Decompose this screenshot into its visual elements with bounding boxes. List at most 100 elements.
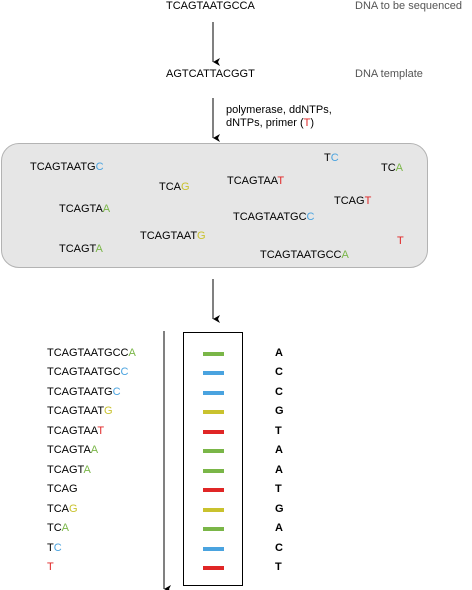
gel-band xyxy=(203,410,224,415)
fragment-terminal-base: A xyxy=(95,243,103,255)
pool-fragment: TCAGTAA xyxy=(59,203,110,216)
ladder-fragment: TCAGTAAT xyxy=(47,425,104,438)
fragment-terminal-base: A xyxy=(102,203,111,215)
fragment-prefix: TCAGTAATGC xyxy=(233,211,307,223)
fragment-terminal-base: T xyxy=(364,195,372,207)
read-base: T xyxy=(275,483,282,496)
fragment-terminal-base: C xyxy=(53,541,62,554)
fragment-terminal-base: T xyxy=(277,175,285,187)
fragment-prefix: T xyxy=(324,152,331,164)
pool-fragment: TCAGT xyxy=(334,195,371,208)
ladder-fragment: TCAG xyxy=(47,483,78,496)
fragment-terminal-base: A xyxy=(395,162,404,174)
reagents-line-2-start: dNTPs, primer ( xyxy=(226,117,304,129)
fragment-prefix: TCAGTAA xyxy=(47,424,98,437)
gel-band xyxy=(203,352,224,356)
read-base: G xyxy=(275,405,284,418)
fragment-prefix: TCAGTAATGC xyxy=(47,366,121,379)
read-base: C xyxy=(275,541,283,554)
fragment-prefix: TCAGT xyxy=(47,463,84,476)
pool-fragment: T xyxy=(397,235,404,248)
gel-band xyxy=(203,429,224,434)
template-sequence: AGTCATTACGGT xyxy=(166,68,255,80)
gel-band xyxy=(203,390,224,395)
gel-band xyxy=(203,507,224,512)
fragment-terminal-base: A xyxy=(341,249,349,261)
pool-fragment: TCAGTA xyxy=(59,243,103,256)
gel-band xyxy=(203,449,224,454)
ladder-fragment: TCA xyxy=(47,522,69,535)
read-base: A xyxy=(275,444,283,457)
fragment-prefix: TCAGTAATG xyxy=(47,385,113,398)
pool-fragment: TCA xyxy=(381,162,403,175)
gel-band xyxy=(203,371,224,376)
ladder-fragment: T xyxy=(47,561,54,574)
pool-fragment: TCAGTAATGCCA xyxy=(260,249,349,262)
fragment-terminal-base: T xyxy=(47,560,54,573)
read-base: C xyxy=(275,385,283,398)
fragment-prefix: TCA xyxy=(159,181,181,193)
fragment-terminal-base: T xyxy=(97,424,105,437)
read-base: G xyxy=(275,502,284,515)
ladder-fragment: TCAGTAA xyxy=(47,444,98,457)
pool-fragment: TCAG xyxy=(159,181,190,194)
sequence-label: DNA to be sequenced xyxy=(355,0,463,12)
ladder-fragment: TCAGTAATG xyxy=(47,405,113,418)
ladder-fragment: TCAGTAATGCCA xyxy=(47,347,136,360)
fragment-terminal-base: A xyxy=(61,522,70,535)
fragment-terminal-base: T xyxy=(397,235,404,247)
template-label: DNA template xyxy=(355,68,423,80)
fragment-prefix: TCAGTAATGCC xyxy=(260,249,342,261)
gel-band xyxy=(203,488,224,493)
fragment-prefix: TC xyxy=(47,522,62,535)
read-base: A xyxy=(275,347,283,359)
reagents-line-1: polymerase, ddNTPs, xyxy=(226,104,332,116)
ladder-fragment: TCAGTAATGC xyxy=(47,386,121,399)
fragment-prefix: TC xyxy=(381,162,396,174)
pool-fragment: TCAGTAATG xyxy=(140,230,206,243)
read-base: A xyxy=(275,522,283,535)
fragment-terminal-base: G xyxy=(104,405,113,418)
read-base: T xyxy=(275,560,282,573)
ladder-fragment: TCAGTA xyxy=(47,464,91,477)
gel-band xyxy=(203,565,224,570)
fragment-terminal-base: G xyxy=(181,181,190,193)
fragment-prefix: TCAGTAA xyxy=(227,175,278,187)
fragment-prefix: TCAGTAATGCC xyxy=(47,347,129,359)
gel-band xyxy=(203,468,224,473)
fragment-prefix: TCA xyxy=(47,502,69,515)
pool-fragment: TCAGTAATGCC xyxy=(233,211,315,224)
gel-band xyxy=(203,546,224,551)
fragment-terminal-base: C xyxy=(112,385,121,398)
read-base: T xyxy=(275,424,282,437)
fragment-terminal-base: A xyxy=(83,463,91,476)
ladder-fragment: TC xyxy=(47,542,62,555)
fragment-terminal-base: C xyxy=(95,161,104,173)
fragment-terminal-base: A xyxy=(128,347,136,359)
fragment-prefix: TCAGTAAT xyxy=(140,230,198,242)
fragment-prefix: TCAGTA xyxy=(47,444,91,457)
gel-lane xyxy=(183,332,243,586)
fragment-pool xyxy=(1,143,428,268)
fragment-terminal-base: C xyxy=(306,211,315,223)
sequence-to-sequence: TCAGTAATGCCA xyxy=(166,0,255,12)
ladder-fragment: TCAGTAATGCC xyxy=(47,366,129,379)
fragment-terminal-base: C xyxy=(330,152,339,164)
fragment-prefix: TCAGT xyxy=(59,243,96,255)
reagents-text: polymerase, ddNTPs, dNTPs, primer (T) xyxy=(226,104,332,130)
fragment-prefix: T xyxy=(47,541,54,554)
fragment-terminal-base: C xyxy=(120,366,129,379)
fragment-prefix: TCAGTAATG xyxy=(30,161,96,173)
fragment-prefix: TCAG xyxy=(334,195,365,207)
fragment-prefix: TCAGTA xyxy=(59,203,103,215)
reagents-line-2-end: ) xyxy=(310,117,315,129)
read-base: C xyxy=(275,366,283,379)
fragment-terminal-base: G xyxy=(69,502,78,515)
fragment-terminal-base: A xyxy=(90,444,99,457)
gel-band xyxy=(203,527,224,532)
ladder-fragment: TCAG xyxy=(47,503,78,516)
fragment-prefix: TCAG xyxy=(47,483,78,496)
read-base: A xyxy=(275,463,283,476)
pool-fragment: TCAGTAAT xyxy=(227,175,284,188)
